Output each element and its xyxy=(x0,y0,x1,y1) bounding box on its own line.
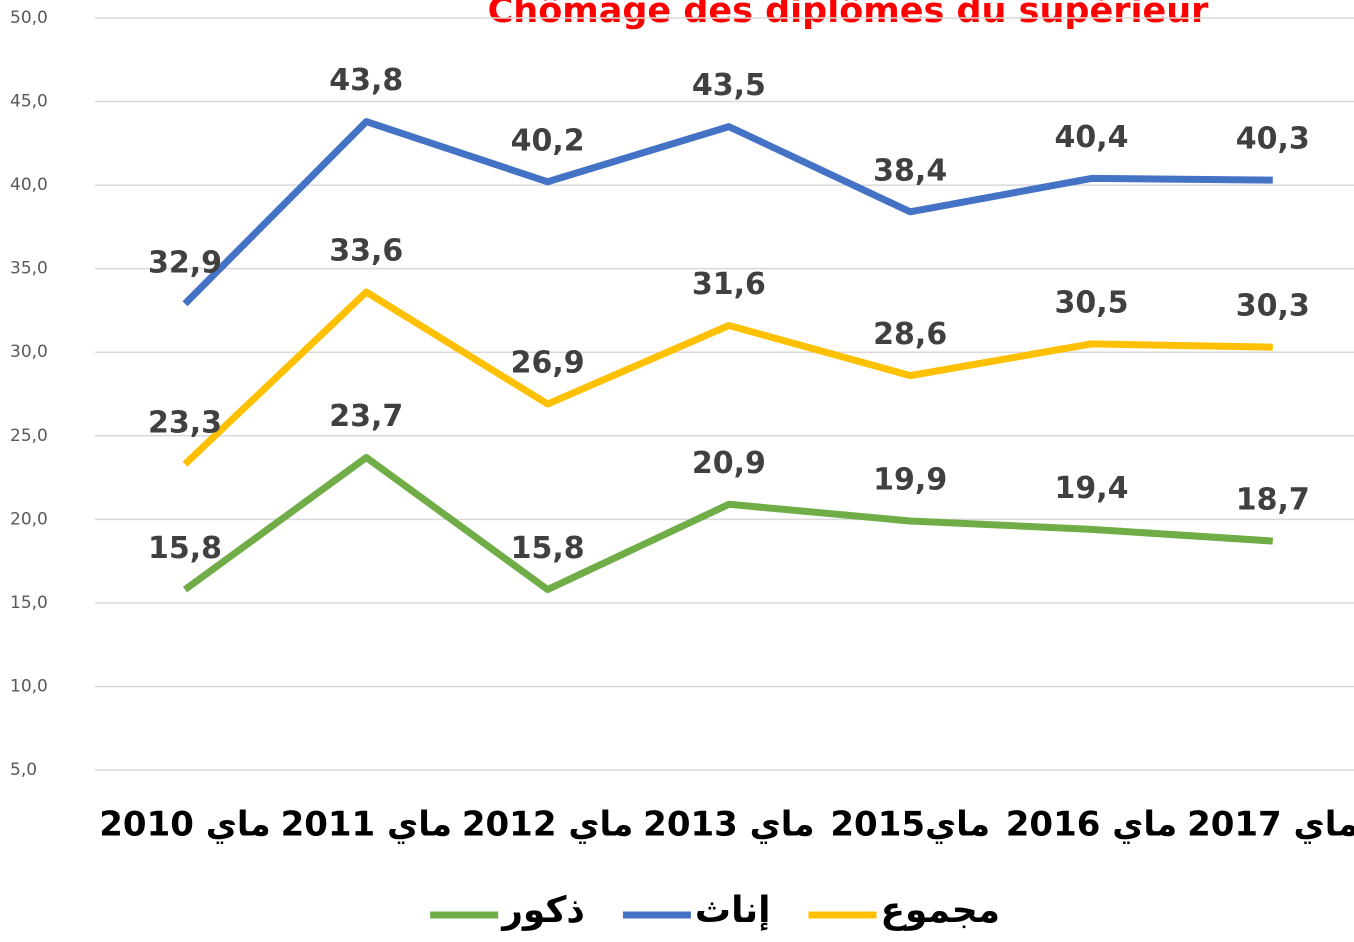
data-label: 15,8 xyxy=(148,531,222,566)
data-label: 23,3 xyxy=(148,406,222,441)
data-label: 30,3 xyxy=(1236,289,1310,324)
y-tick-label: 25,0 xyxy=(10,426,48,446)
data-label: 15,8 xyxy=(511,531,585,566)
data-label: 30,5 xyxy=(1054,285,1128,320)
x-tick-label: ماي 2013 xyxy=(643,805,814,845)
data-label: 40,4 xyxy=(1054,120,1128,155)
data-label: 20,9 xyxy=(692,446,766,481)
data-label: 19,9 xyxy=(873,463,947,498)
data-label: 18,7 xyxy=(1236,483,1310,518)
x-tick-label: ماي 2016 xyxy=(1006,805,1177,845)
data-label: 43,8 xyxy=(329,63,403,98)
data-label: 28,6 xyxy=(873,317,947,352)
x-tick-label: ماي 2010 xyxy=(99,805,270,845)
x-tick-label: ماي2015 xyxy=(830,805,990,845)
y-tick-label: 50,0 xyxy=(10,8,48,28)
data-label: 43,5 xyxy=(692,68,766,103)
data-label: 40,2 xyxy=(511,123,585,158)
y-tick-label: 30,0 xyxy=(10,342,48,362)
legend-label: ذكور xyxy=(500,890,585,931)
y-tick-label: 40,0 xyxy=(10,175,48,195)
legend-label: إناث xyxy=(695,890,771,931)
x-tick-label: ماي 2011 xyxy=(281,805,452,845)
y-tick-label: 20,0 xyxy=(10,509,48,529)
x-tick-label: ماي 2012 xyxy=(462,805,633,845)
y-tick-label: 5,0 xyxy=(10,760,37,780)
series-line xyxy=(182,454,1274,594)
data-label: 23,7 xyxy=(329,399,403,434)
x-tick-label: ماي 2017 xyxy=(1187,805,1354,845)
data-label: 33,6 xyxy=(329,234,403,269)
y-tick-label: 10,0 xyxy=(10,676,48,696)
y-tick-label: 35,0 xyxy=(10,259,48,279)
y-tick-label: 45,0 xyxy=(10,92,48,112)
data-label: 38,4 xyxy=(873,153,947,188)
data-label: 31,6 xyxy=(692,267,766,302)
data-label: 26,9 xyxy=(511,346,585,381)
series-line xyxy=(182,118,1273,307)
series-line xyxy=(182,288,1273,467)
data-label: 19,4 xyxy=(1054,471,1128,506)
legend-label: مجموع xyxy=(880,890,1000,931)
chart-title: Chômage des diplômes du supérieur xyxy=(488,0,1210,31)
y-tick-label: 15,0 xyxy=(10,593,48,613)
data-label: 32,9 xyxy=(148,245,222,280)
data-label: 40,3 xyxy=(1236,122,1310,157)
